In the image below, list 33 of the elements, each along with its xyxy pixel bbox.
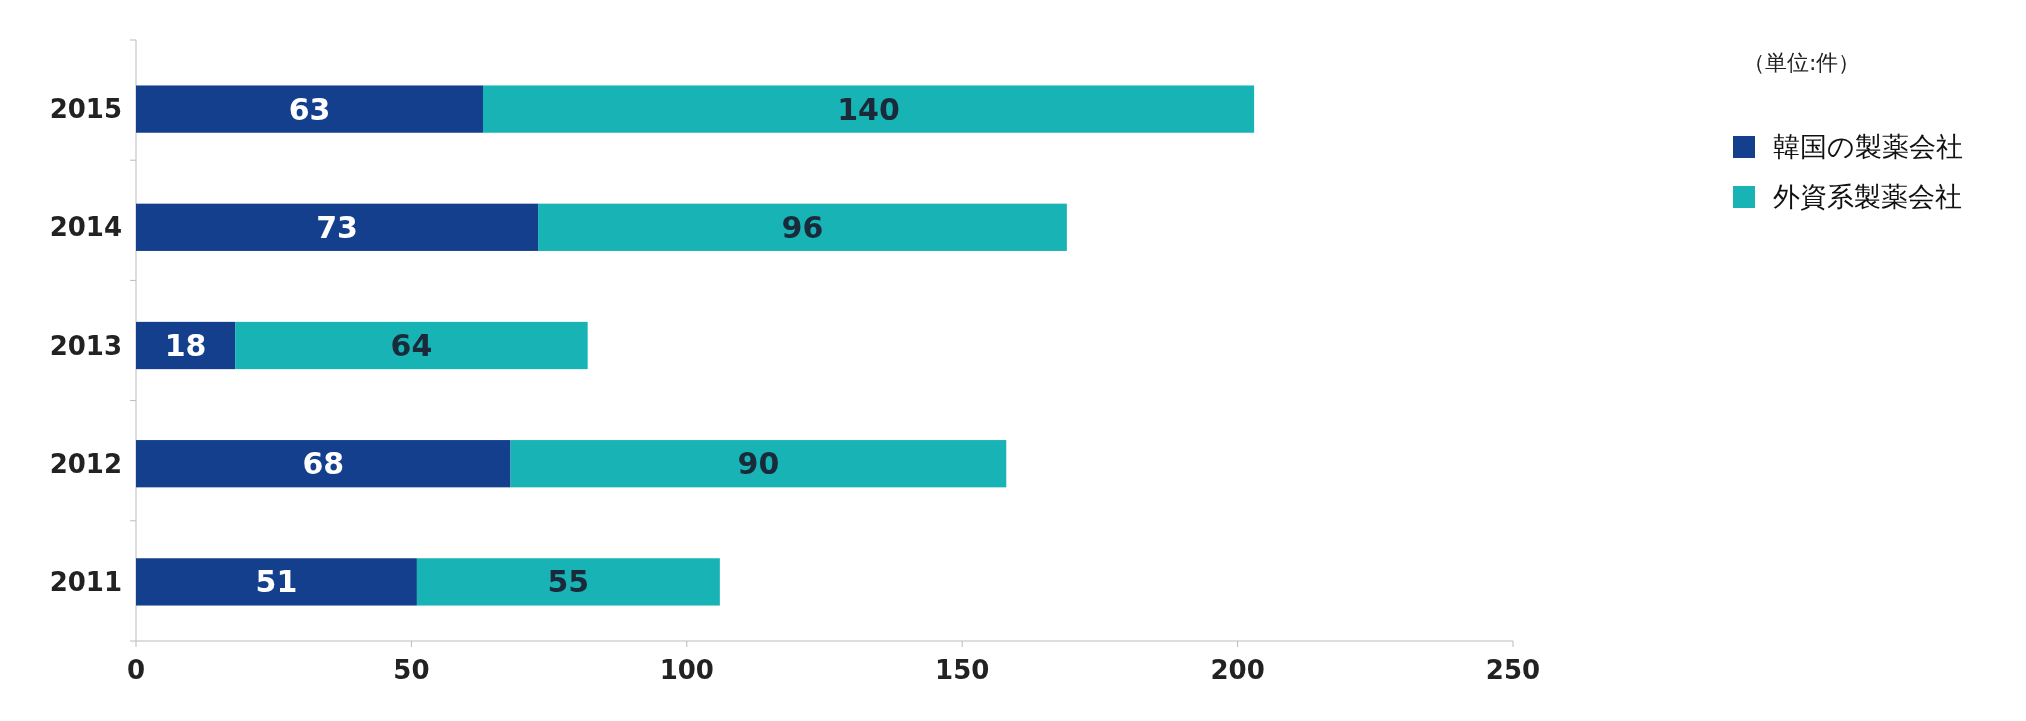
x-tick-label: 50 <box>393 655 430 685</box>
x-tick-label: 150 <box>935 655 990 685</box>
bar <box>510 440 1007 488</box>
bar <box>235 321 588 370</box>
data-label: 18 <box>164 328 207 363</box>
data-label: 51 <box>255 564 298 600</box>
data-label: 63 <box>288 91 331 127</box>
x-tick-label: 0 <box>126 655 146 685</box>
bar <box>483 85 1255 133</box>
bar <box>136 440 511 488</box>
legend-label: 外資系製薬会社 <box>1773 181 1962 213</box>
x-tick-label: 200 <box>1210 655 1265 685</box>
bar <box>136 203 539 251</box>
x-tick-label: 100 <box>659 655 714 685</box>
bar <box>136 558 417 606</box>
bar <box>538 203 1067 251</box>
bar <box>136 85 483 133</box>
data-label: 73 <box>316 209 358 245</box>
y-tick-label: 2012 <box>49 448 122 479</box>
data-label: 90 <box>737 446 780 482</box>
data-label: 140 <box>837 91 900 127</box>
data-label: 68 <box>302 446 345 482</box>
legend-label: 韓国の製薬会社 <box>1773 131 1963 163</box>
bar <box>416 558 720 606</box>
y-tick-label: 2011 <box>49 567 122 597</box>
data-label: 96 <box>781 209 824 245</box>
data-label: 64 <box>390 328 433 363</box>
y-tick-label: 2013 <box>49 330 122 361</box>
data-label: 55 <box>547 564 590 600</box>
y-tick-label: 2015 <box>49 94 122 125</box>
y-tick-label: 2014 <box>49 212 122 243</box>
x-tick-label: 250 <box>1485 655 1541 685</box>
text: （単位:件） <box>1743 50 1861 75</box>
